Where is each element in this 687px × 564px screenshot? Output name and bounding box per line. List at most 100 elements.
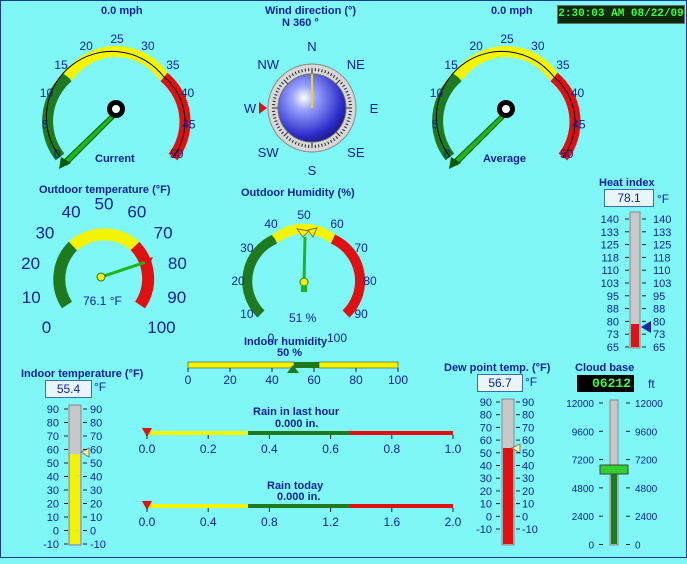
tick-label: 30 — [480, 473, 492, 485]
tick-label: -10 — [522, 524, 538, 536]
tick-label: 60 — [522, 435, 534, 447]
tick-label: 125 — [653, 240, 671, 252]
compass-point-label: N — [307, 39, 316, 54]
tick-label: 0 — [54, 147, 61, 161]
tick-label: 65 — [607, 342, 619, 354]
tick-label: 80 — [480, 410, 492, 422]
dew-point-value: 56.7 — [477, 374, 523, 392]
wind-speed-average-label: Average — [483, 153, 526, 165]
tick-label: 45 — [572, 118, 586, 132]
tick-label: 100 — [327, 331, 347, 345]
compass-point-label: E — [370, 101, 379, 116]
bar-segment-yellow — [147, 504, 248, 508]
compass-point-label: NE — [347, 57, 365, 72]
tick-label: 60 — [47, 445, 59, 457]
tick-label: 50 — [297, 208, 311, 222]
tick-label: 60 — [307, 373, 321, 387]
needle-hub — [300, 278, 308, 286]
needle-hub-center — [112, 105, 120, 113]
gauge-arc-yellow — [68, 52, 164, 77]
wind-direction-value: N 360 ° — [282, 17, 319, 29]
tick-label: 88 — [607, 304, 619, 316]
cloud-base-value: 06212 — [577, 375, 634, 392]
compass-point-label: W — [244, 101, 257, 116]
heat-index-unit: °F — [657, 192, 669, 206]
tick-label: 9600 — [635, 427, 658, 438]
tick-label: 15 — [444, 58, 458, 72]
outdoor-humidity-value: 51 % — [289, 311, 317, 325]
tick-label: 40 — [571, 86, 585, 100]
tick-label: 30 — [47, 485, 59, 497]
tick-label: 125 — [601, 240, 619, 252]
gauge-arc-red — [135, 246, 148, 305]
tick-label: 90 — [354, 307, 368, 321]
indoor-temperature-title: Indoor temperature (°F) — [21, 368, 144, 380]
tick-label: 0.2 — [200, 442, 217, 456]
compass-tick — [273, 101, 276, 102]
tick-label: 95 — [653, 291, 665, 303]
tick-label: 73 — [607, 329, 619, 341]
tick-label: 1.0 — [445, 442, 462, 456]
tick-label: 7200 — [572, 456, 595, 467]
bar-segment-red — [350, 431, 453, 435]
tick-label: 20 — [469, 39, 483, 53]
thermometer-fill — [70, 454, 80, 544]
indoor-humidity-value: 50 % — [277, 347, 302, 359]
tick-label: 80 — [47, 418, 59, 430]
tick-label: 20 — [480, 486, 492, 498]
tick-label: 133 — [601, 227, 619, 239]
tick-label: 90 — [480, 397, 492, 409]
bar-segment-green — [294, 362, 319, 368]
tick-label: 2400 — [635, 512, 658, 523]
bar-segment-red — [350, 504, 453, 508]
tick-label: 50 — [47, 458, 59, 470]
tick-label: 0 — [444, 147, 451, 161]
tick-label: 20 — [90, 499, 102, 511]
wind-speed-current-label: Current — [95, 153, 135, 165]
heat-index-title: Heat index — [599, 177, 656, 189]
tick-label: 40 — [265, 373, 279, 387]
heat-index-value: 78.1 — [604, 189, 654, 207]
tick-label: 118 — [653, 252, 671, 264]
tick-label: 0 — [522, 511, 528, 523]
compass-point-label: S — [308, 163, 317, 178]
compass-tick — [305, 144, 306, 147]
tick-label: 0 — [486, 511, 492, 523]
tick-label: 4800 — [635, 484, 658, 495]
bar-segment-green — [248, 431, 350, 435]
tick-label: 12000 — [635, 399, 663, 410]
tick-label: 1.6 — [383, 515, 400, 529]
thermometer-fill — [503, 448, 513, 544]
tick-label: 50 — [522, 448, 534, 460]
tick-label: 10 — [480, 499, 492, 511]
tick-label: 4800 — [572, 484, 595, 495]
tick-label: 60 — [127, 202, 146, 221]
tick-label: 80 — [607, 316, 619, 328]
tick-label: 110 — [601, 265, 619, 277]
tick-label: 103 — [601, 278, 619, 290]
tick-label: 50 — [95, 195, 114, 214]
tick-label: 90 — [90, 404, 102, 416]
tick-label: 20 — [223, 373, 237, 387]
tick-label: 0 — [635, 541, 641, 552]
compass-marker — [259, 102, 267, 114]
tick-label: 0 — [42, 318, 51, 337]
rain-last-hour-value: 0.000 in. — [275, 418, 318, 430]
needle-hub — [97, 273, 105, 281]
tick-label: 140 — [601, 214, 619, 226]
tick-label: 40 — [47, 472, 59, 484]
needle-hub-center — [502, 105, 510, 113]
outdoor-humidity-title: Outdoor Humidity (%) — [241, 187, 355, 199]
tick-label: 80 — [522, 410, 534, 422]
tick-label: 103 — [653, 278, 671, 290]
cloud-base-thumb[interactable] — [600, 465, 628, 474]
tick-label: 140 — [653, 214, 671, 226]
tick-label: 40 — [480, 461, 492, 473]
rain-today-value: 0.000 in. — [277, 491, 320, 503]
tick-label: 65 — [653, 342, 665, 354]
dew-point-unit: °F — [525, 375, 537, 389]
